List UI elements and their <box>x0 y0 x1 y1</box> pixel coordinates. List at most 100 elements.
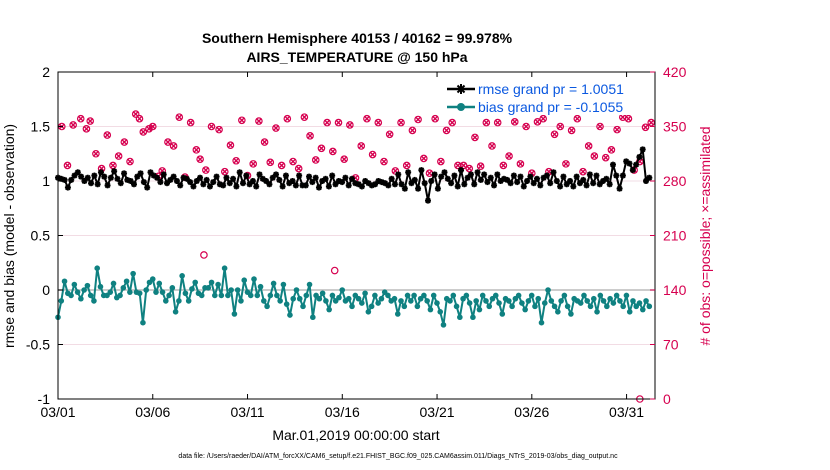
obs-assimilated-marker <box>83 125 90 132</box>
obs-possible-marker <box>196 155 204 164</box>
rmse-point-stroke <box>474 169 481 176</box>
rmse-point-stroke <box>504 177 511 183</box>
rmse-point-stroke <box>421 180 428 187</box>
obs-assimilated-stroke <box>534 118 541 125</box>
bias-point <box>166 292 172 299</box>
rmse-point <box>590 180 597 187</box>
rmse-point <box>81 178 88 184</box>
rmse-point <box>273 171 280 178</box>
obs-possible-marker <box>613 125 621 134</box>
obs-assimilated-stroke <box>579 168 587 175</box>
rmse-point <box>593 172 600 179</box>
bias-point <box>555 309 561 315</box>
bias-point <box>558 298 564 304</box>
bias-point <box>548 298 555 304</box>
obs-possible-marker <box>148 122 157 131</box>
rmse-point <box>444 175 451 182</box>
obs-possible-marker <box>641 123 650 132</box>
bias-point <box>234 287 241 293</box>
obs-assimilated-stroke <box>471 134 479 141</box>
rmse-point <box>467 171 474 178</box>
rmse-point-stroke <box>382 180 388 187</box>
bias-point <box>646 303 653 310</box>
rmse-point <box>157 179 164 186</box>
obs-assimilated-marker <box>619 114 626 121</box>
rmse-point <box>339 179 346 186</box>
bias-point <box>78 295 84 302</box>
rmse-point-stroke <box>550 169 557 176</box>
rmse-point-stroke <box>91 172 98 179</box>
obs-assimilated-marker <box>145 125 153 132</box>
obs-possible-marker <box>249 160 258 168</box>
rmse-point <box>177 182 184 189</box>
rmse-point-stroke <box>646 174 653 181</box>
rmse-point-stroke <box>279 183 286 190</box>
rmse-point-stroke <box>127 178 134 184</box>
rmse-point-stroke <box>487 174 494 181</box>
bias-point <box>506 298 512 304</box>
rmse-point-stroke <box>524 178 530 184</box>
obs-assimilated-stroke <box>87 117 94 125</box>
left-axis-label: rmse and bias (model - observation) <box>1 124 17 348</box>
bias-point <box>437 309 444 315</box>
obs-assimilated-marker <box>591 152 598 160</box>
obs-assimilated-marker <box>608 146 615 153</box>
rmse-point <box>553 178 560 184</box>
obs-assimilated-marker <box>443 127 450 134</box>
obs-assimilated-stroke <box>596 123 604 130</box>
bias-point <box>568 311 574 317</box>
obs-assimilated-stroke <box>109 162 117 169</box>
obs-possible-marker <box>448 118 457 127</box>
rmse-point-stroke <box>236 169 243 176</box>
rmse-point <box>64 184 71 191</box>
bias-point <box>316 295 323 302</box>
bias-point <box>613 292 620 299</box>
obs-assimilated-stroke <box>140 128 147 136</box>
obs-assimilated-marker <box>261 138 268 146</box>
obs-possible-marker <box>92 149 100 158</box>
rmse-point <box>405 169 412 176</box>
obs-assimilated-stroke <box>115 152 122 160</box>
rmse-point-stroke <box>616 185 623 192</box>
obs-assimilated-stroke <box>483 119 490 126</box>
obs-assimilated-marker <box>324 119 331 126</box>
rmse-point <box>537 182 544 189</box>
obs-possible-marker <box>86 117 95 125</box>
legend: rmse grand pr = 1.0051 bias grand pr = -… <box>442 77 647 115</box>
bias-point <box>117 292 123 299</box>
rmse-point-stroke <box>183 175 190 182</box>
rmse-point <box>322 175 329 182</box>
bias-point <box>251 276 257 282</box>
rmse-point-stroke <box>223 174 230 181</box>
rmse-point-stroke <box>468 171 474 178</box>
bias-point <box>587 303 594 310</box>
rmse-point <box>500 175 507 182</box>
rmse-point <box>391 181 398 188</box>
obs-assimilated-stroke <box>574 115 581 122</box>
obs-assimilated-stroke <box>375 119 382 126</box>
rmse-point <box>253 183 260 190</box>
obs-possible-marker <box>69 121 77 129</box>
left-tick-label: 0.5 <box>31 228 51 244</box>
obs-assimilated-stroke <box>432 115 439 122</box>
bias-point <box>198 292 205 299</box>
x-tick-label: 03/16 <box>325 404 360 420</box>
rmse-point <box>613 172 620 179</box>
rmse-point-stroke <box>491 182 497 189</box>
rmse-point <box>418 167 425 174</box>
obs-assimilated-marker <box>557 123 564 130</box>
rmse-point <box>203 176 210 183</box>
bias-point <box>617 298 623 304</box>
bias-point <box>339 287 346 293</box>
rmse-point-stroke <box>587 171 593 178</box>
rmse-point <box>190 183 197 190</box>
rmse-point-stroke <box>259 175 266 182</box>
x-tick-label: 03/01 <box>40 404 75 420</box>
obs-assimilated-marker <box>221 168 228 175</box>
obs-assimilated-marker <box>596 123 604 130</box>
rmse-point <box>415 185 422 192</box>
x-tick-label: 03/11 <box>231 404 265 420</box>
obs-assimilated-stroke <box>380 158 388 165</box>
bias-point <box>277 298 283 304</box>
obs-assimilated-stroke <box>272 124 280 132</box>
